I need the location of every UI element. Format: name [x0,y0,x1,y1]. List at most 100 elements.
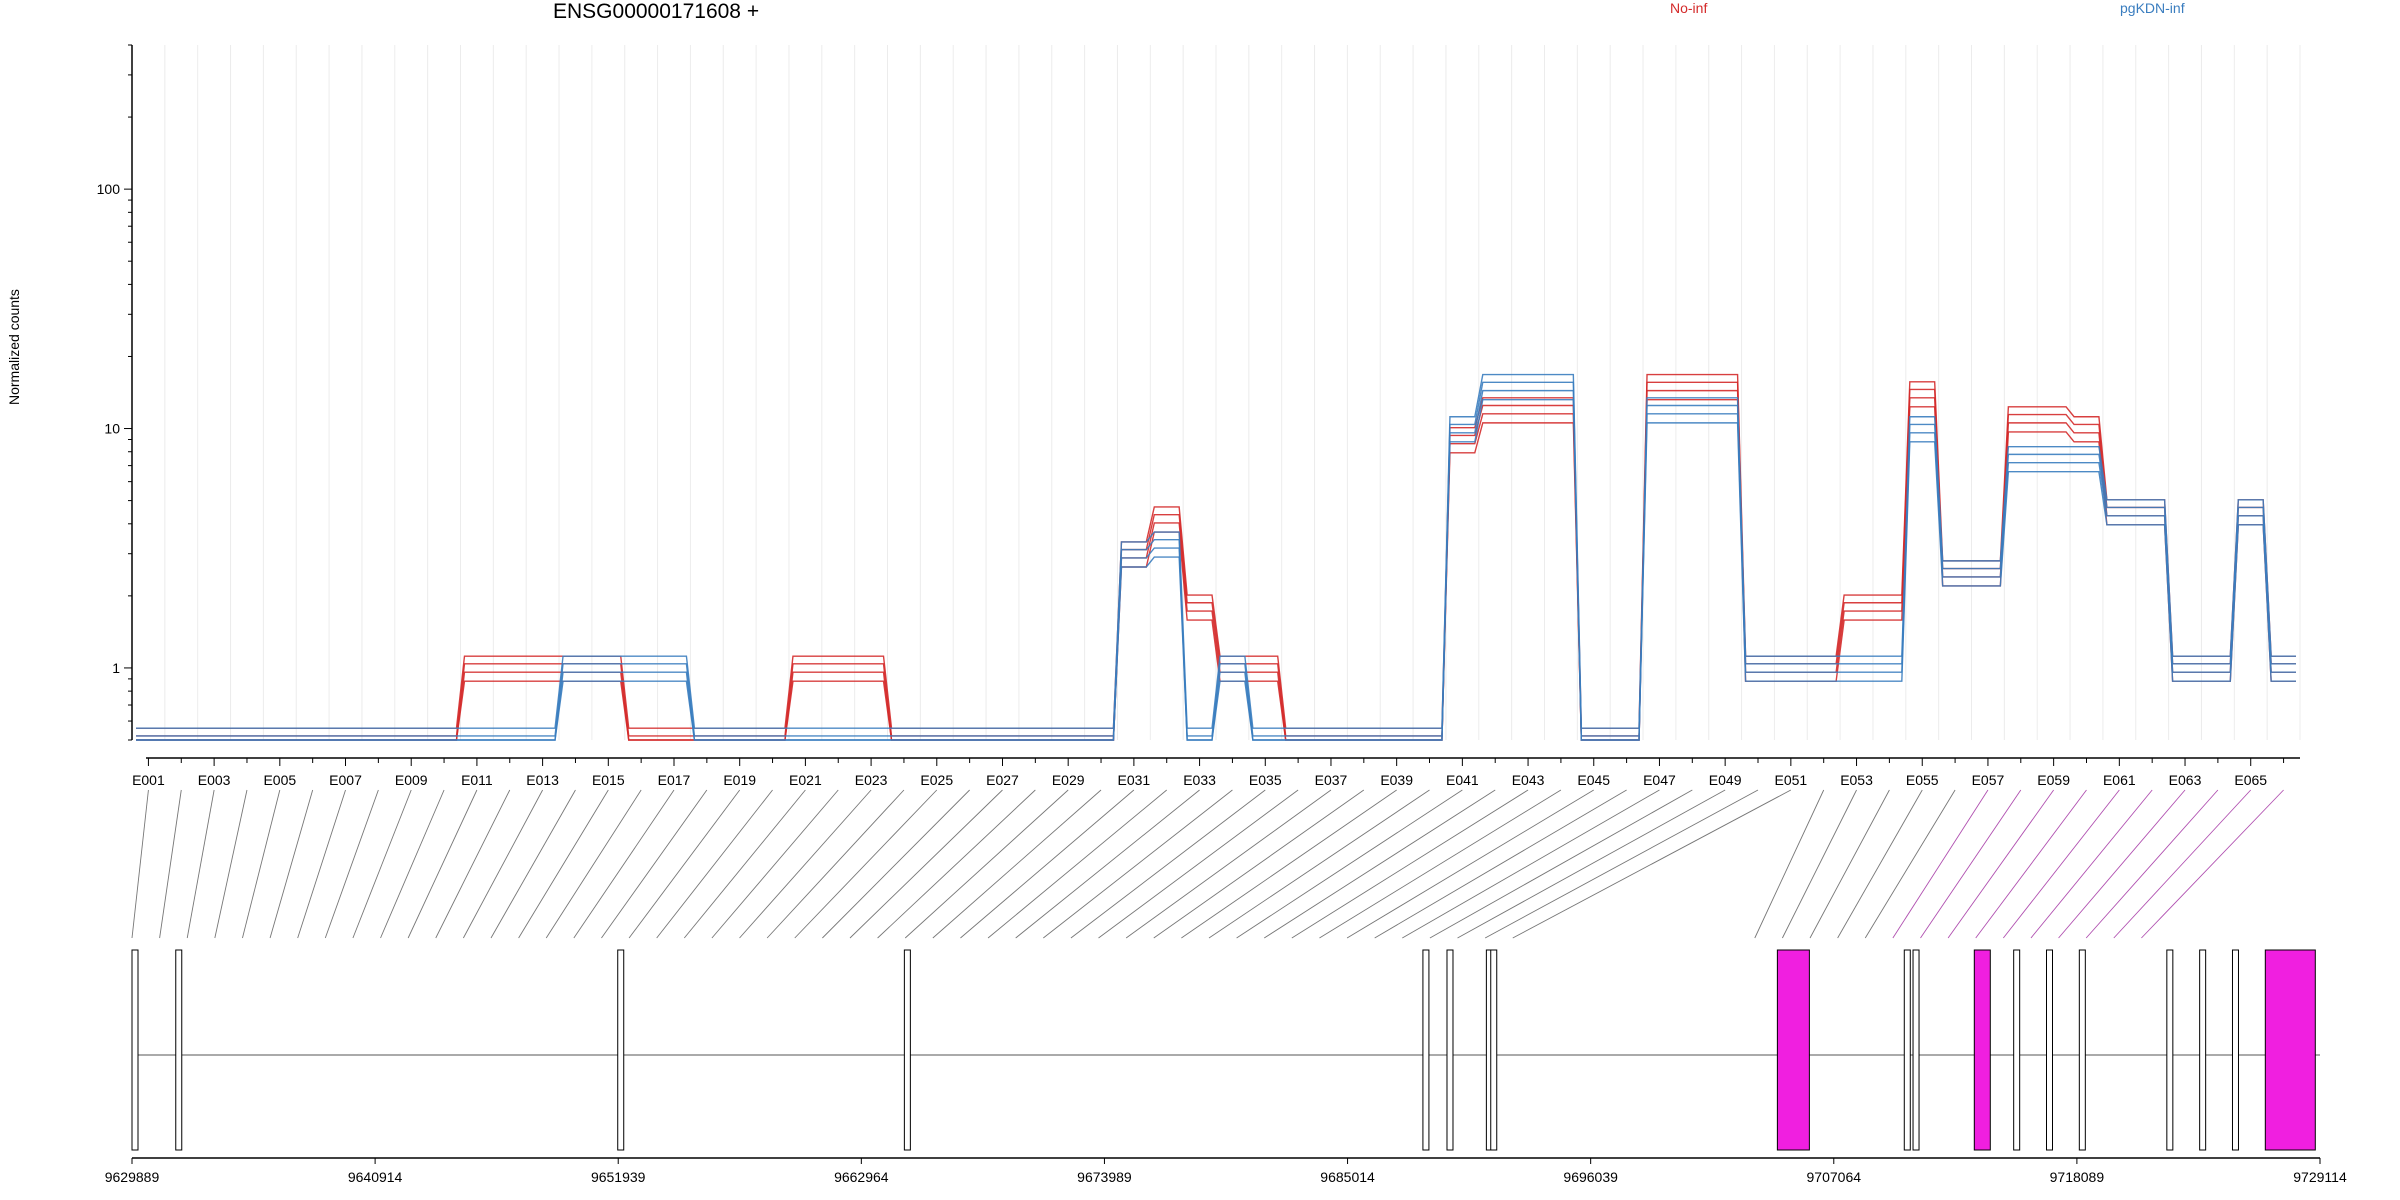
x-tick-label: E061 [2103,772,2136,788]
x-tick-label: E059 [2037,772,2070,788]
exon-box [903,949,911,1151]
x-tick-label: E053 [1840,772,1873,788]
exon-connector [932,789,1102,939]
exon-connector [1754,789,1825,939]
exon-connector [1402,789,1660,939]
exon-connector [1374,789,1627,939]
x-tick-label: E065 [2234,772,2267,788]
series-line-no-inf [136,373,2296,729]
exon-connector [1782,789,1857,939]
exon-connector [1837,789,1923,939]
x-tick-label: E057 [1972,772,2005,788]
x-tick-label: E027 [986,772,1019,788]
x-tick-label: E035 [1249,772,1282,788]
x-tick-label: E009 [395,772,428,788]
exon-connector [490,789,576,939]
exon-connector [1181,789,1397,939]
exon-connector [904,789,1069,939]
exon-box-highlight [1776,949,1810,1151]
x-tick-label: E051 [1774,772,1807,788]
x-tick-label: E025 [920,772,953,788]
exon-connector [1236,789,1463,939]
x-tick-label: E045 [1577,772,1610,788]
x-tick-label: E049 [1709,772,1742,788]
exon-connector [601,789,708,939]
exon-box [2078,949,2086,1151]
exon-connector [159,789,182,939]
x-tick-label: E001 [132,772,165,788]
x-tick-label: E055 [1906,772,1939,788]
exon-box [2231,949,2239,1151]
exon-connector [518,789,609,939]
genomic-tick-label: 9685014 [1320,1169,1375,1185]
series-line-pgkdn-inf [136,373,2296,729]
exon-connector [960,789,1135,939]
exon-box [175,949,183,1151]
exon-box [1422,949,1430,1151]
exon-box-highlight [2264,949,2316,1151]
exon-connector [2085,789,2219,939]
exon-connector [1070,789,1266,939]
exon-connector [324,789,379,939]
exon-box [1490,949,1498,1151]
exon-connector [877,789,1036,939]
exon-connector [822,789,970,939]
exon-connector [1920,789,2022,939]
exon-box [1903,949,1911,1151]
exon-connector [1319,789,1562,939]
exon-connector [656,789,773,939]
exon-connector [1484,789,1759,939]
exon-connector [1975,789,2087,939]
y-tick-label: 10 [104,421,120,437]
exon-box [617,949,625,1151]
exon-connector [1429,789,1693,939]
exon-connector [1864,789,1956,939]
exon-connector [2030,789,2153,939]
genomic-tick-label: 9629889 [105,1169,160,1185]
exon-connector [352,789,412,939]
exon-connector [711,789,839,939]
x-tick-label: E033 [1183,772,1216,788]
x-tick-label: E037 [1315,772,1348,788]
exon-connector [2113,789,2252,939]
y-tick-label: 100 [97,181,121,197]
x-tick-label: E017 [658,772,691,788]
legend-no-inf: No-inf [1670,0,1708,16]
exon-connector [131,789,149,939]
exon-connector [2058,789,2186,939]
genomic-tick-label: 9707064 [1807,1169,1862,1185]
exon-connector [2141,789,2284,939]
x-tick-label: E015 [592,772,625,788]
exon-box [2013,949,2021,1151]
exon-connector [1346,789,1594,939]
exon-connector [462,789,544,939]
x-tick-label: E003 [198,772,231,788]
exon-box [1446,949,1454,1151]
exon-connector [242,789,281,939]
x-tick-label: E023 [855,772,888,788]
genomic-tick-label: 9696039 [1563,1169,1618,1185]
exon-connector [1015,789,1200,939]
exon-connector [739,789,872,939]
exon-connector [1153,789,1365,939]
exon-box-highlight [1973,949,1991,1151]
x-tick-label: E013 [526,772,559,788]
exon-connector [269,789,314,939]
exon-connector [1125,789,1332,939]
exon-connector [1809,789,1890,939]
x-tick-label: E043 [1512,772,1545,788]
x-tick-label: E039 [1380,772,1413,788]
exon-connector [1457,789,1726,939]
x-tick-label: E031 [1118,772,1151,788]
exon-connector [987,789,1168,939]
exon-connector [435,789,511,939]
x-tick-label: E021 [789,772,822,788]
exon-connector [1263,789,1496,939]
exon-connector [545,789,642,939]
chart-title: ENSG00000171608 + [553,0,760,23]
exon-connector [1892,789,1989,939]
x-tick-label: E011 [461,772,493,788]
exon-connector [766,789,905,939]
exon-connector [683,789,806,939]
